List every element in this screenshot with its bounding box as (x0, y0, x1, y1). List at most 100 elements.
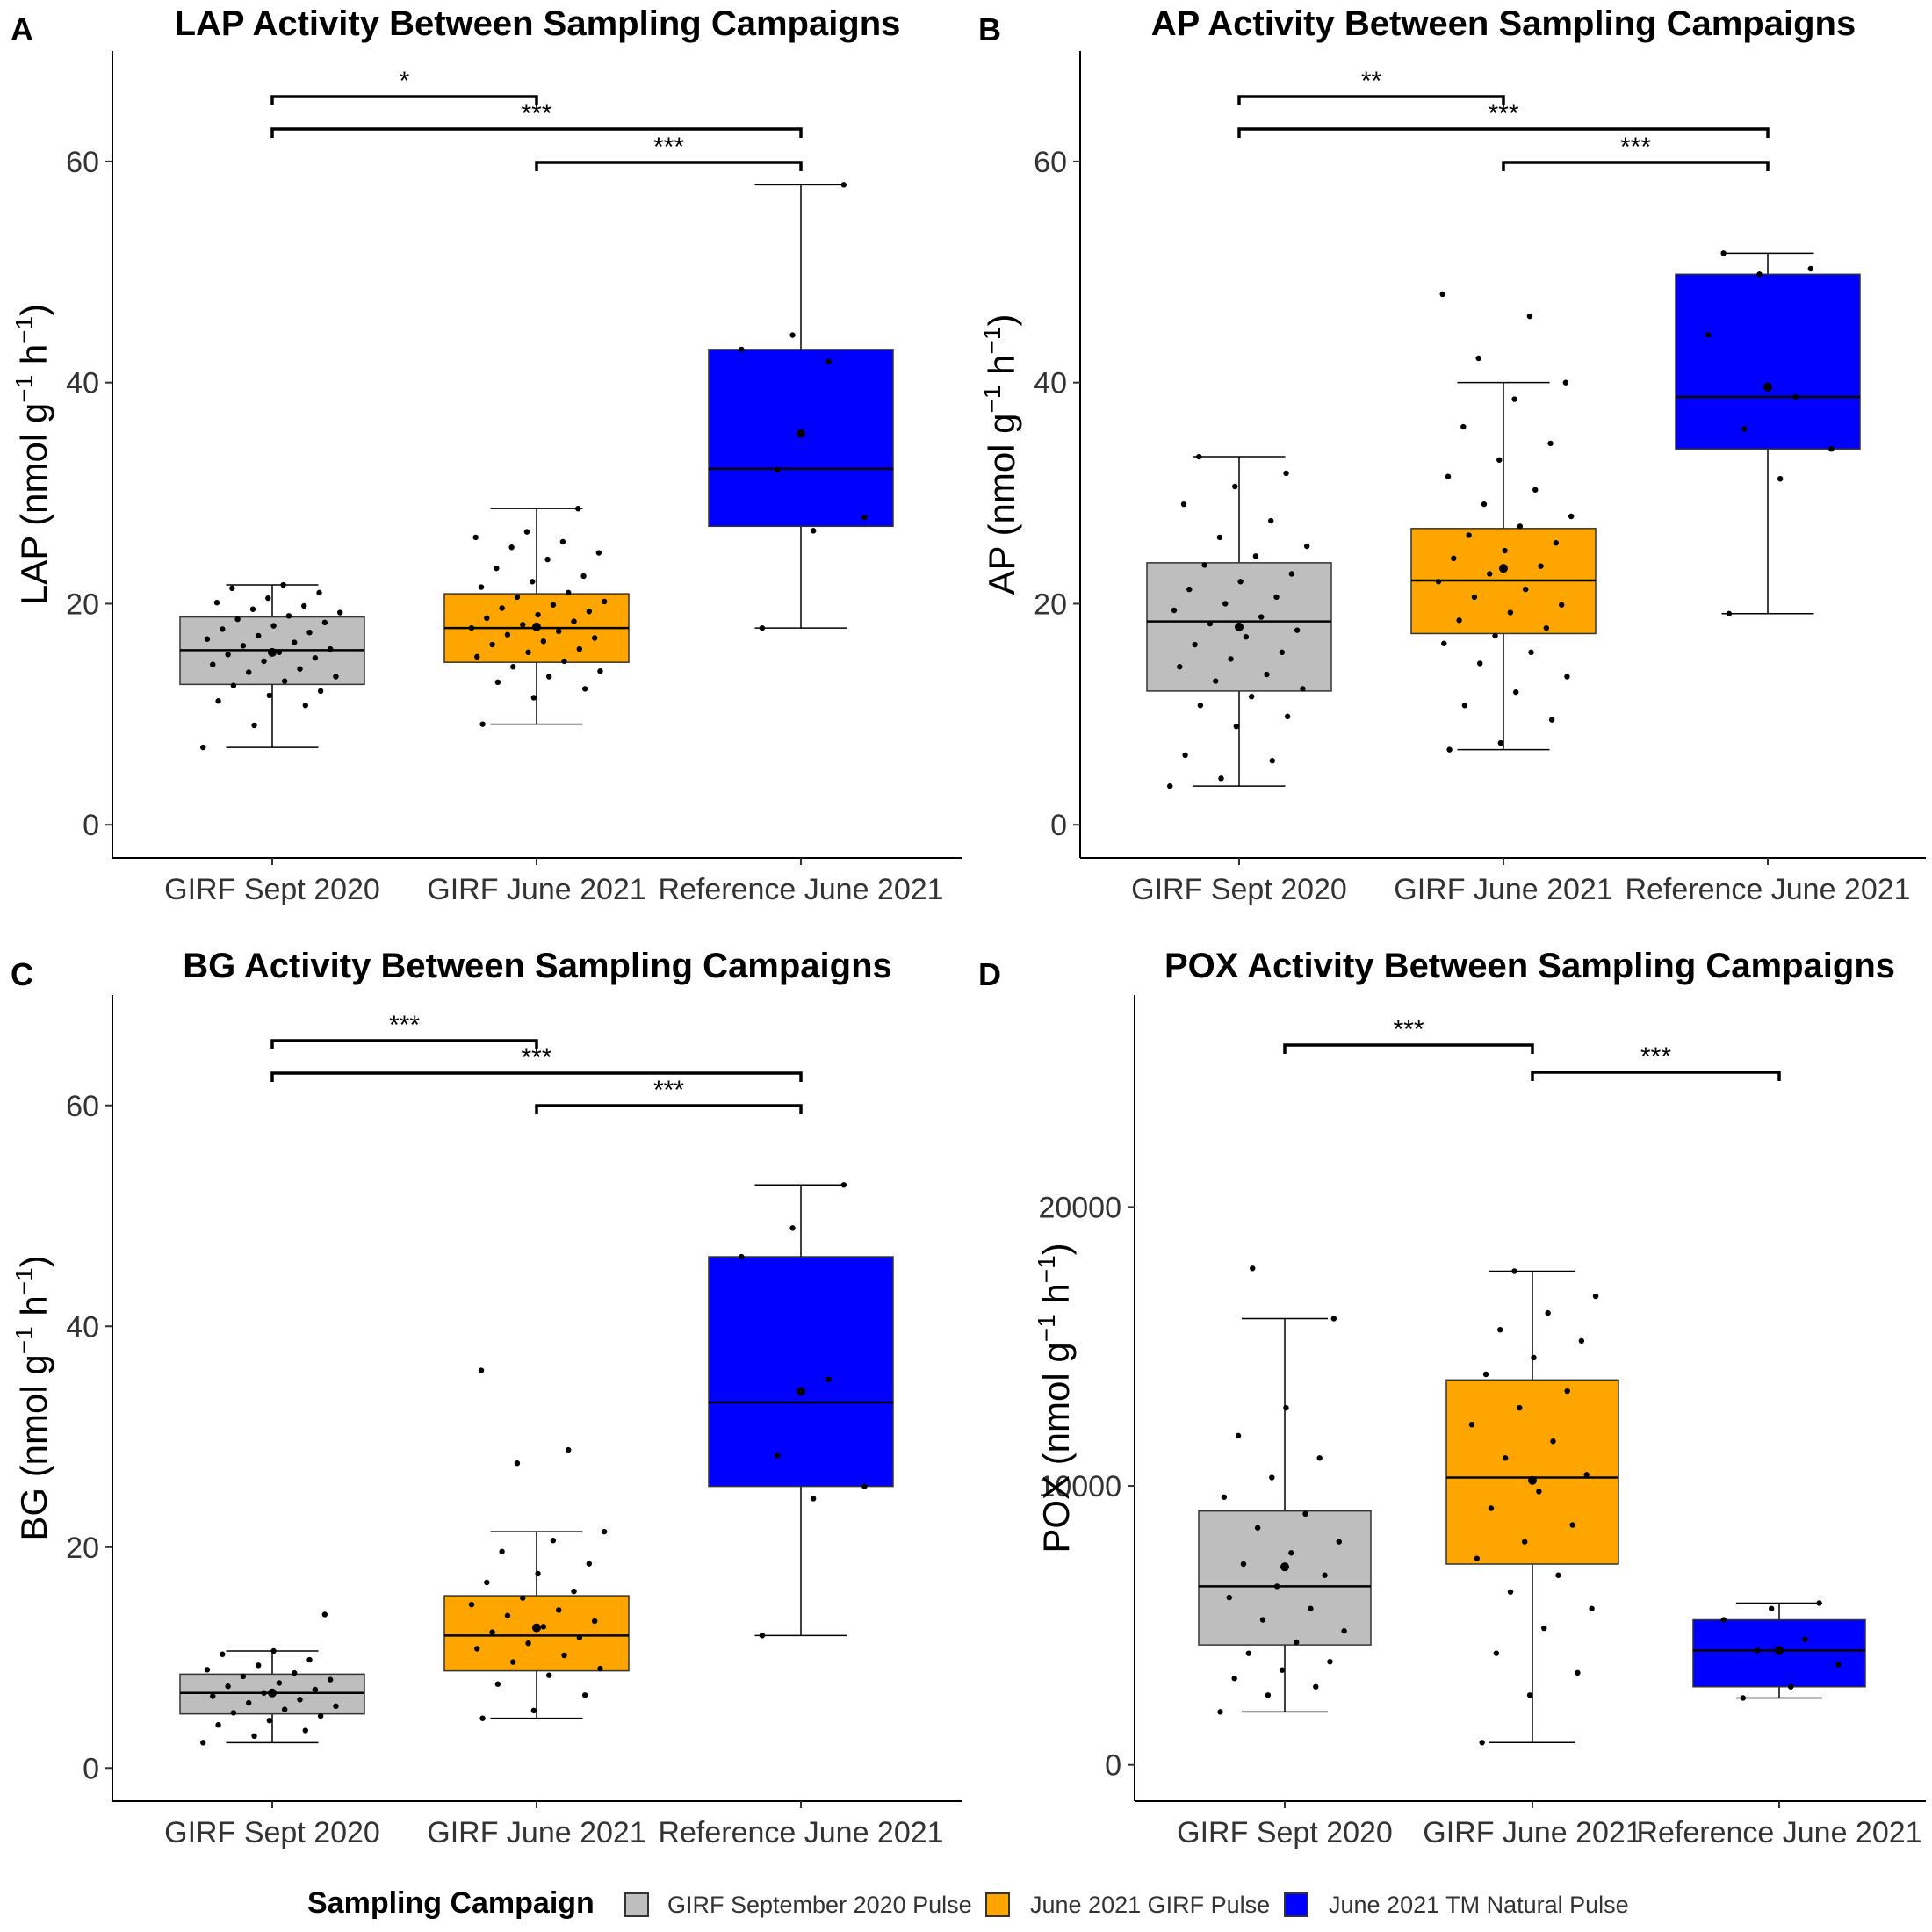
data-point (229, 585, 235, 592)
data-point (1233, 723, 1240, 730)
x-tick-label: Reference June 2021 (658, 873, 943, 906)
chart-title: BG Activity Between Sampling Campaigns (183, 947, 892, 985)
data-point (1541, 1625, 1547, 1632)
panel-letter: A (11, 11, 33, 47)
box-body (443, 1595, 630, 1672)
data-point (1336, 1539, 1342, 1545)
data-point (810, 1496, 817, 1502)
data-point (1471, 594, 1478, 601)
data-point (540, 1624, 547, 1630)
data-point (317, 1712, 324, 1719)
y-tick-label: 60 (66, 1090, 99, 1123)
legend-title: Sampling Campaign (307, 1886, 595, 1920)
legend-key-june-2021-tm (1284, 1892, 1308, 1917)
data-point (230, 1710, 237, 1716)
significance-label: *** (653, 133, 684, 162)
bracket-line (270, 127, 803, 138)
box-1 (1146, 453, 1332, 789)
data-point (1828, 446, 1835, 452)
data-point (514, 1460, 521, 1467)
data-point (1252, 553, 1259, 559)
data-point (739, 1253, 745, 1260)
significance-label: *** (1488, 99, 1518, 128)
mean-point (268, 1688, 277, 1698)
data-point (1568, 513, 1575, 520)
data-point (601, 598, 608, 605)
data-point (1228, 656, 1234, 662)
data-point (297, 666, 303, 672)
data-point (1264, 671, 1270, 678)
data-point (1283, 1404, 1289, 1411)
box-1 (179, 581, 365, 751)
x-tick-label: Reference June 2021 (1636, 1816, 1921, 1849)
data-point (1488, 1505, 1495, 1511)
significance-label: ** (1361, 67, 1382, 96)
data-point (1531, 1354, 1537, 1361)
data-point (540, 638, 547, 645)
data-point (576, 1634, 583, 1641)
x-tick-label: GIRF June 2021 (427, 1816, 645, 1849)
y-tick-label: 20000 (1038, 1191, 1121, 1224)
data-point (510, 664, 516, 670)
data-point (270, 623, 277, 629)
data-point (1288, 571, 1295, 577)
data-point (1528, 649, 1534, 656)
legend-entry-june-2021-tm: June 2021 TM Natural Pulse (1284, 1892, 1629, 1918)
data-point (1248, 694, 1255, 700)
data-point (1493, 1650, 1500, 1656)
data-point (1532, 487, 1539, 493)
significance-label: *** (653, 1076, 684, 1105)
bracket-line (1283, 1043, 1534, 1054)
data-point (1232, 483, 1238, 490)
data-point (478, 1367, 485, 1373)
bracket-line (270, 1039, 538, 1049)
data-point (595, 550, 602, 556)
data-point (1308, 1605, 1314, 1612)
legend-entry-sept-2020: GIRF September 2020 Pulse (624, 1892, 972, 1918)
panel-letter: B (978, 11, 1001, 47)
data-point (1218, 775, 1224, 782)
data-point (1468, 1421, 1475, 1428)
significance-bracket: *** (535, 133, 803, 171)
data-point (1269, 758, 1276, 764)
data-point (321, 619, 328, 626)
data-point (545, 674, 552, 680)
data-point (302, 1727, 308, 1734)
y-tick-label: 0 (83, 809, 99, 842)
data-point (1569, 1522, 1575, 1528)
data-point (1502, 1455, 1509, 1461)
data-point (1192, 641, 1198, 648)
data-point (601, 1528, 608, 1535)
significance-bracket: *** (1237, 99, 1770, 138)
data-point (1517, 1404, 1523, 1411)
data-point (1481, 501, 1488, 508)
x-tick-label: GIRF Sept 2020 (164, 873, 380, 906)
data-point (1474, 1555, 1480, 1561)
data-point (1237, 579, 1244, 585)
data-point (1835, 1662, 1842, 1668)
data-point (1492, 632, 1498, 639)
data-point (1451, 555, 1457, 562)
x-tick-label: GIRF Sept 2020 (1131, 873, 1347, 906)
data-point (479, 1715, 486, 1721)
data-point (1477, 660, 1483, 667)
data-point (468, 624, 475, 631)
data-point (215, 698, 221, 704)
data-point (1720, 1617, 1727, 1623)
data-point (484, 1579, 490, 1586)
legend-key-sept-2020 (624, 1892, 649, 1917)
data-point (285, 613, 292, 619)
bracket-line (535, 1104, 803, 1114)
significance-bracket: *** (1531, 1042, 1781, 1081)
mean-point (1499, 564, 1508, 573)
data-point (535, 1570, 541, 1577)
data-point (251, 722, 257, 729)
data-point (597, 1665, 603, 1672)
data-point (1435, 579, 1442, 585)
box-3 (1692, 1600, 1866, 1701)
data-point (759, 624, 766, 631)
data-point (1507, 609, 1514, 616)
data-point (200, 1740, 206, 1746)
data-point (301, 602, 307, 609)
y-tick-label: 20 (66, 1532, 99, 1565)
